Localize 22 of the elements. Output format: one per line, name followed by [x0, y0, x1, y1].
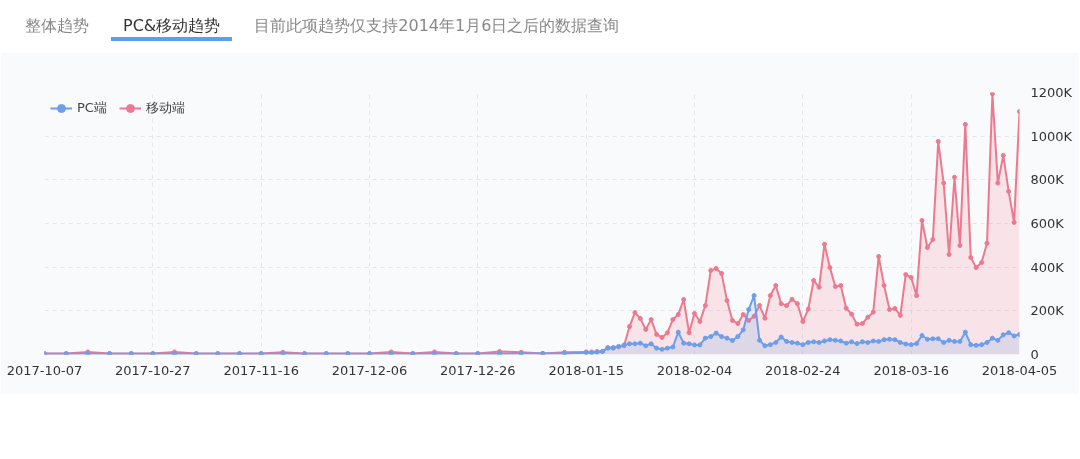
x-tick-label: 2018-01-15	[548, 362, 624, 378]
text: 整体趋势	[25, 15, 89, 37]
y-tick-label: 400K	[1030, 259, 1065, 275]
x-tick-label: 2017-11-16	[223, 362, 299, 378]
legend-label: 移动端	[145, 99, 185, 117]
x-tick-label: 2017-10-07	[6, 362, 83, 378]
legend-label: PC端	[77, 99, 107, 117]
text: 目前此项趋势仅支持2014年1月6日之后的数据查询	[254, 15, 620, 37]
y-tick-label: 600K	[1030, 216, 1065, 231]
x-tick-label: 2018-02-04	[656, 362, 733, 378]
x-tick-label: 2018-04-05	[981, 362, 1058, 378]
chart-title: PC&移动趋势	[123, 15, 221, 37]
x-tick-label: 2017-12-06	[331, 362, 408, 378]
y-tick-label: 800K	[1030, 172, 1065, 188]
y-tick-label: 1000K	[1030, 128, 1073, 144]
x-tick-label: 2018-02-24	[765, 362, 841, 378]
x-tick-label: 2018-03-16	[873, 362, 949, 378]
y-tick-label: 1200K	[1030, 85, 1073, 100]
x-tick-label: 2017-12-26	[440, 362, 516, 378]
y-tick-label: 0	[1030, 347, 1039, 362]
x-tick-label: 2017-10-27	[115, 362, 191, 378]
y-tick-label: 200K	[1030, 303, 1065, 319]
